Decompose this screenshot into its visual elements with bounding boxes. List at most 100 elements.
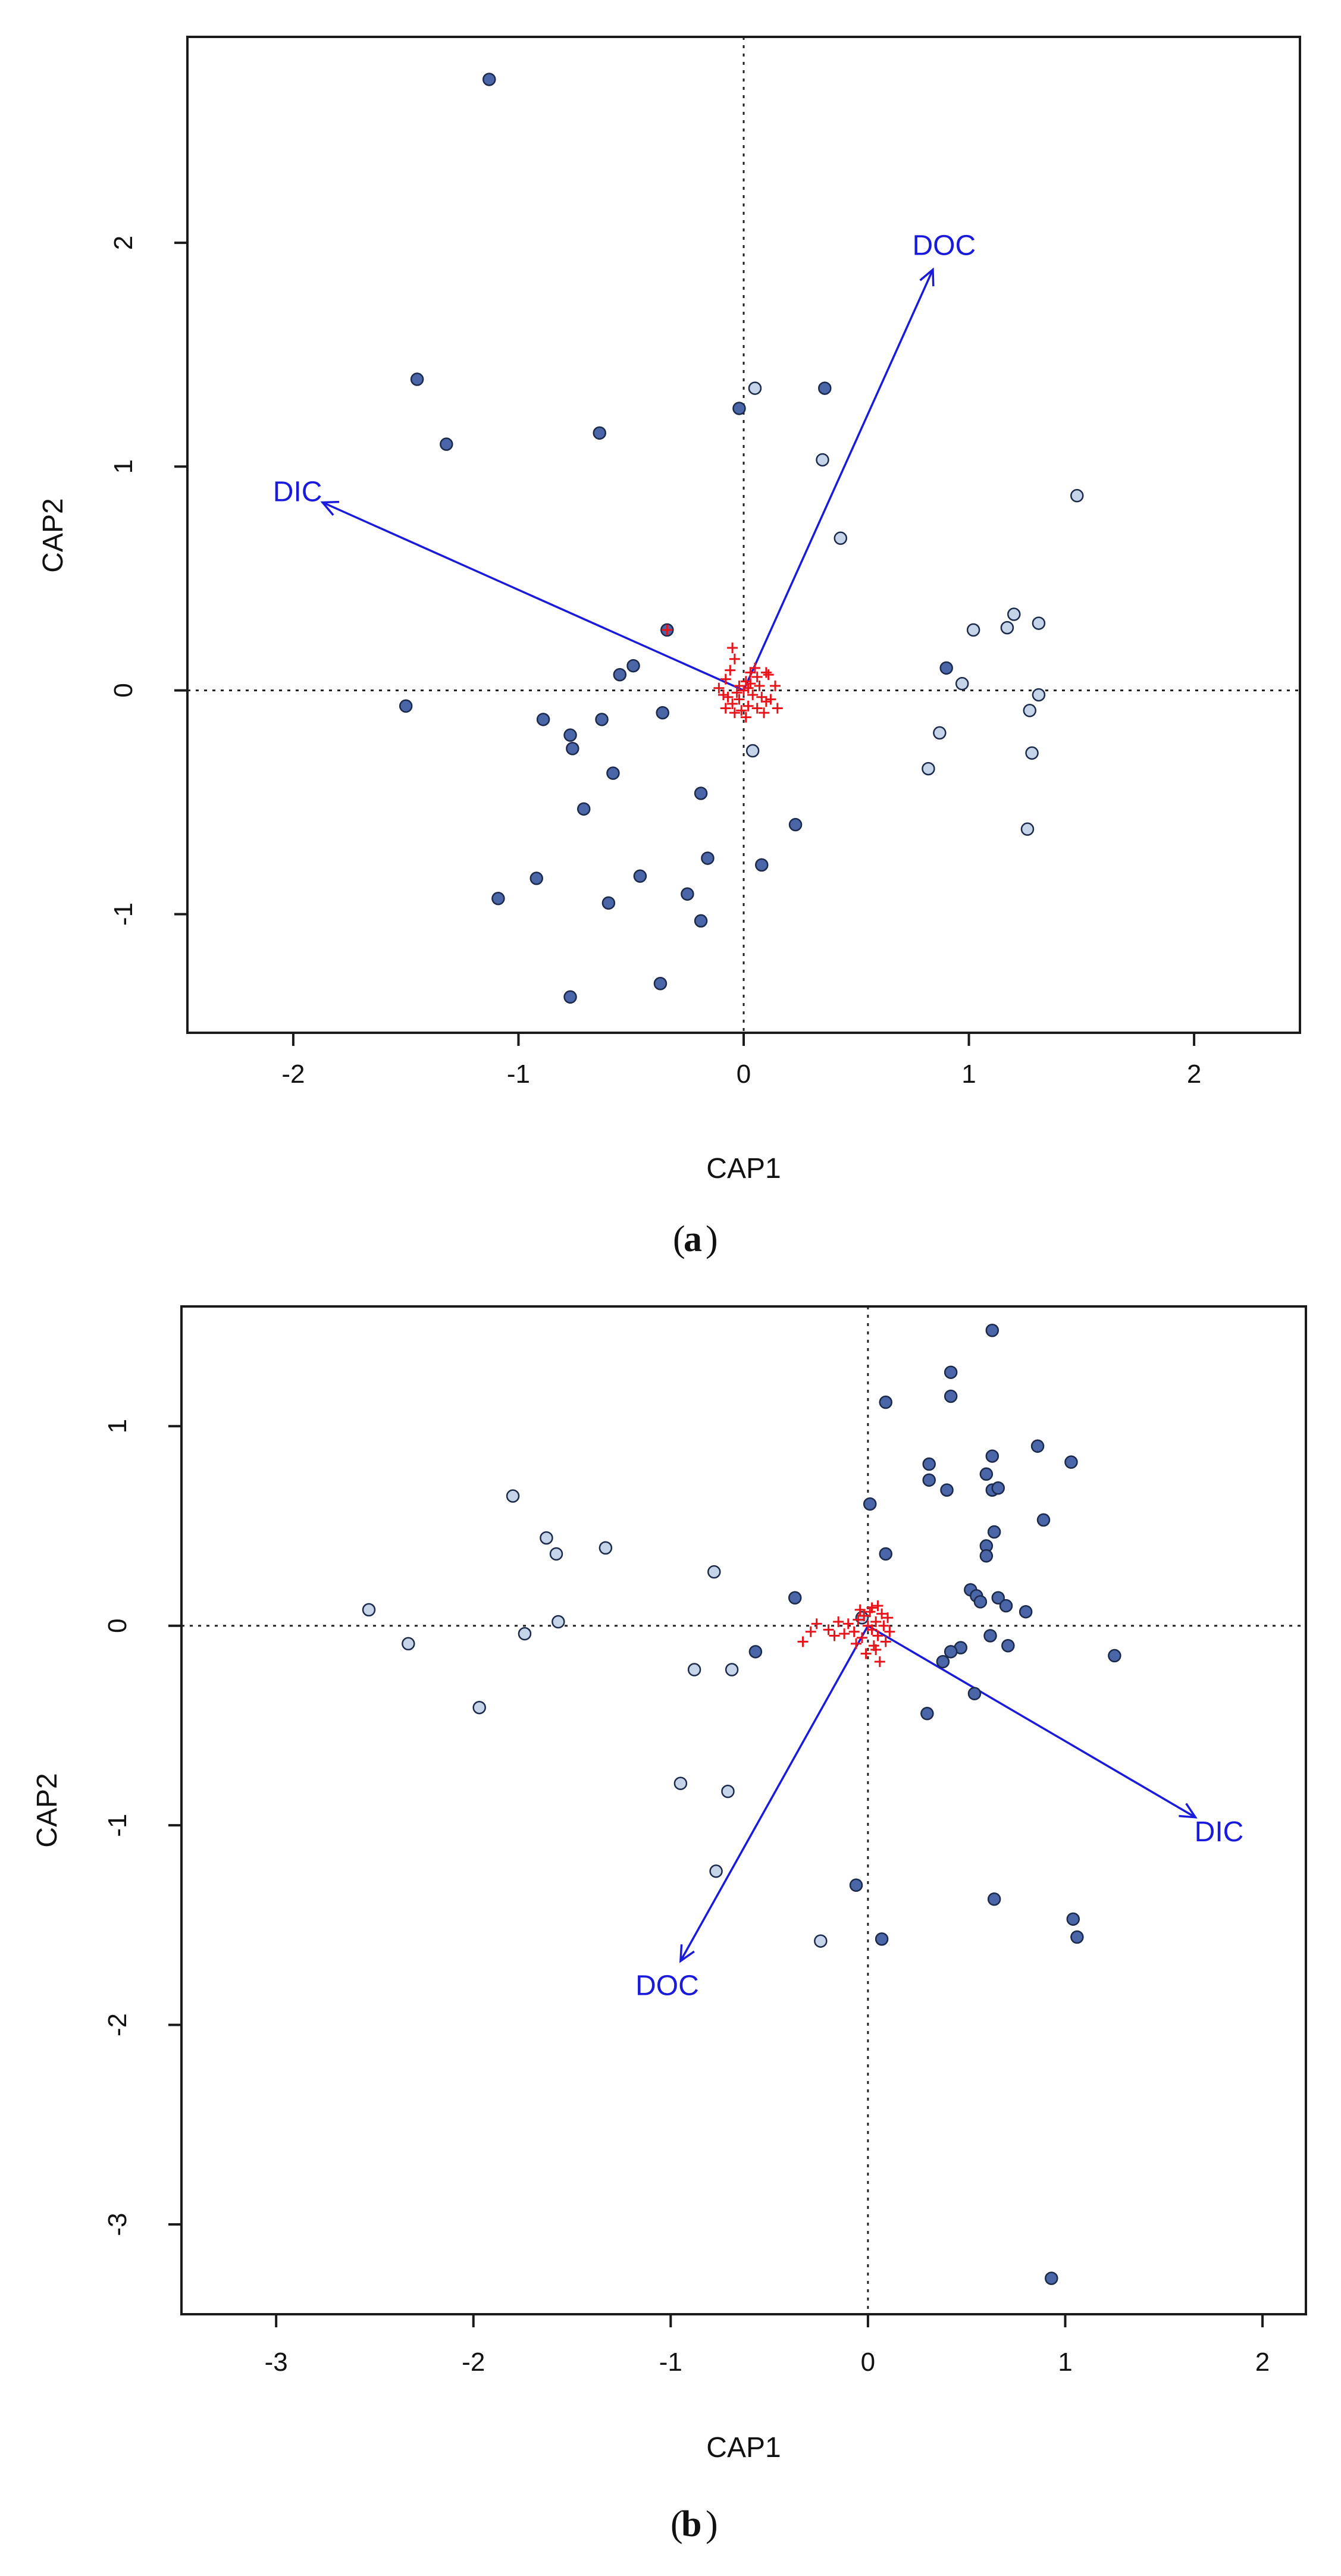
panel-b-x-axis-label: CAP1 bbox=[706, 2432, 781, 2464]
panel-a-site-point-light bbox=[1032, 616, 1046, 630]
panel-a-species-marker bbox=[738, 685, 749, 696]
panel-b-y-tick-label: -1 bbox=[103, 1814, 132, 1837]
panel-b-site-point-dark bbox=[1045, 2271, 1058, 2285]
panel-a-y-tick-label: 1 bbox=[109, 459, 138, 474]
panel-b-site-point-dark bbox=[788, 1591, 802, 1605]
panel-b-site-points bbox=[362, 1324, 1121, 2285]
panel-b-site-point-dark bbox=[1036, 1513, 1051, 1527]
panel-b-site-point-dark bbox=[922, 1457, 936, 1471]
panel-a-species-marker bbox=[749, 662, 760, 673]
panel-a-site-point-dark bbox=[613, 667, 627, 682]
panel-a-species-markers bbox=[662, 624, 783, 723]
panel-a-site-point-light bbox=[1025, 746, 1039, 760]
panel-b-site-point-light bbox=[506, 1489, 520, 1503]
panel-b-x-tick-label: -2 bbox=[462, 2348, 485, 2377]
panel-a-dic-vector-line bbox=[322, 501, 744, 692]
panel-a-site-point-light bbox=[955, 676, 969, 691]
panel-b-site-point-dark bbox=[748, 1645, 763, 1659]
panel-b-x-tick-label: 0 bbox=[861, 2348, 875, 2377]
panel-b-site-point-dark bbox=[999, 1599, 1013, 1613]
panel-a-species-marker bbox=[720, 673, 731, 685]
panel-a-y-tick-label: 2 bbox=[109, 236, 138, 250]
panel-a-doc-vector-arrowhead bbox=[919, 267, 935, 287]
panel-b-site-point-dark bbox=[1070, 1930, 1084, 1944]
panel-a-site-point-light bbox=[933, 726, 947, 740]
panel-a-species-marker bbox=[745, 667, 756, 678]
panel-b-y-axis-label: CAP2 bbox=[32, 1773, 63, 1847]
panel-a-species-marker bbox=[718, 689, 729, 700]
panel-a-species-marker bbox=[720, 703, 731, 714]
panel-a-site-point-dark bbox=[576, 802, 591, 816]
panel-a-x-axis-label: CAP1 bbox=[706, 1153, 781, 1184]
panel-b-y-tick-label: -3 bbox=[103, 2213, 132, 2236]
panel-b-site-point-dark bbox=[1019, 1604, 1033, 1619]
panel-b-reference-lines bbox=[181, 1306, 1306, 2314]
panel-b-site-point-dark bbox=[979, 1549, 994, 1563]
panel-b-site-point-light bbox=[855, 1611, 869, 1625]
panel-a-species-marker bbox=[734, 694, 745, 705]
panel-a-species-marker bbox=[754, 680, 765, 691]
panel-b-species-marker bbox=[872, 1630, 883, 1641]
panel-a-site-point-dark bbox=[410, 372, 424, 386]
panel-b-species-marker bbox=[829, 1630, 840, 1641]
panel-a-species-marker bbox=[751, 703, 763, 714]
panel-b-species-marker bbox=[842, 1618, 854, 1629]
panel-a-species-marker bbox=[729, 653, 740, 665]
panel-b-site-point-light bbox=[552, 1615, 565, 1629]
panel-a-y-axis: -1 0 1 2 bbox=[109, 236, 187, 926]
panel-b-y-tick-label: 1 bbox=[103, 1419, 132, 1433]
panel-a-label: a bbox=[684, 1219, 702, 1259]
panel-a-species-marker bbox=[740, 676, 751, 687]
panel-b-site-point-dark bbox=[983, 1629, 997, 1643]
panel-a-site-point-dark bbox=[653, 976, 668, 991]
panel-a-species-marker bbox=[763, 669, 774, 681]
panel-b-y-tick-label: -2 bbox=[103, 2013, 132, 2036]
panel-b-species-marker bbox=[866, 1624, 878, 1635]
panel-a-site-points bbox=[399, 73, 1084, 1004]
panel-b-site-point-dark bbox=[1001, 1639, 1015, 1653]
panel-a-site-point-light bbox=[1070, 488, 1084, 503]
panel-a-dic-vector-label: DIC bbox=[273, 477, 322, 508]
panel-b-site-point-dark bbox=[944, 1645, 958, 1659]
panel-a-site-point-dark bbox=[536, 713, 550, 726]
panel-a-plot-frame bbox=[186, 36, 1301, 1034]
panel-a-species-marker bbox=[760, 696, 772, 707]
panel-a-site-point-dark bbox=[681, 887, 694, 901]
panel-b-site-point-light bbox=[549, 1547, 563, 1561]
panel-b-doc-vector-label: DOC bbox=[635, 1970, 699, 2001]
panel-a-site-point-dark bbox=[563, 728, 577, 742]
panel-b-site-point-dark bbox=[944, 1365, 958, 1379]
panel-a-species-marker bbox=[722, 691, 734, 703]
panel-b-site-point-light bbox=[814, 1934, 828, 1948]
panel-a-label-close-paren: ) bbox=[706, 1219, 718, 1259]
panel-b-species-marker bbox=[854, 1604, 866, 1615]
panel-a-y-axis-label: CAP2 bbox=[37, 498, 69, 572]
panel-a-x-tick-label: 2 bbox=[1187, 1060, 1201, 1089]
panel-b-site-point-dark bbox=[991, 1591, 1005, 1605]
panel-a-species-marker bbox=[727, 642, 738, 653]
panel-a-species-marker bbox=[772, 703, 783, 714]
panel-a-x-tick-label: 1 bbox=[961, 1060, 976, 1089]
panel-b-site-point-dark bbox=[1064, 1455, 1078, 1469]
panel-b-site-point-light bbox=[673, 1776, 688, 1790]
panel-a-site-point-dark bbox=[818, 381, 832, 395]
panel-a-site-point-light bbox=[966, 623, 980, 637]
panel-b-site-point-light bbox=[362, 1603, 376, 1617]
panel-b-site-point-dark bbox=[879, 1547, 892, 1561]
panel-b-x-tick-label: 1 bbox=[1058, 2348, 1072, 2377]
panel-b-site-point-dark bbox=[863, 1497, 877, 1511]
panel-a-site-point-light bbox=[1000, 621, 1014, 635]
panel-b-species-marker bbox=[860, 1648, 872, 1659]
panel-a-site-point-light bbox=[1032, 688, 1046, 702]
panel-a-site-point-dark bbox=[399, 699, 413, 713]
panel-b-site-point-dark bbox=[936, 1654, 950, 1669]
panel-a-site-point-dark bbox=[694, 914, 708, 928]
panel-b-y-tick-label: 0 bbox=[103, 1618, 132, 1632]
panel-a-x-tick-label: -2 bbox=[281, 1060, 305, 1089]
panel-b-species-marker bbox=[853, 1614, 864, 1625]
panel-a-x-tick-label: -1 bbox=[507, 1060, 530, 1089]
panel-b-species-marker bbox=[848, 1626, 860, 1637]
panel-b-site-point-dark bbox=[979, 1467, 994, 1481]
panel-b-species-marker bbox=[870, 1616, 882, 1627]
panel-a-site-point-light bbox=[1023, 704, 1036, 717]
